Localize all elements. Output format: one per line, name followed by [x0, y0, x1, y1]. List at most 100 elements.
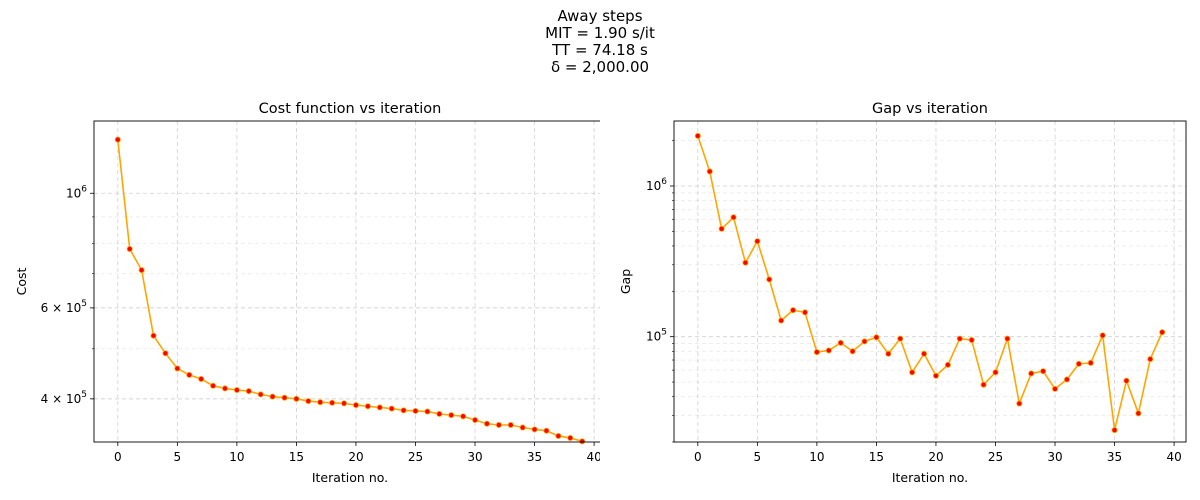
cost-x-tick-label: 30	[467, 450, 482, 464]
gap-x-tick-label: 35	[1107, 450, 1122, 464]
gap-x-tick-label: 25	[988, 450, 1003, 464]
cost-data-point	[150, 332, 157, 339]
cost-data-point	[138, 267, 145, 274]
gap-data-point	[980, 381, 987, 388]
gap-data-point	[1111, 427, 1118, 434]
cost-data-point	[424, 408, 431, 415]
cost-x-tick-label: 40	[586, 450, 600, 464]
cost-data-point	[281, 394, 288, 401]
cost-data-point	[257, 391, 264, 398]
gap-x-tick-label: 20	[928, 450, 943, 464]
cost-data-point	[293, 395, 300, 402]
gap-x-tick-label: 5	[754, 450, 762, 464]
cost-data-point	[114, 136, 121, 143]
cost-data-point	[543, 427, 550, 434]
cost-data-point	[329, 399, 336, 406]
gap-data-point	[1123, 377, 1130, 384]
gap-data-point	[1028, 370, 1035, 377]
cost-data-point	[495, 421, 502, 428]
cost-data-point	[174, 365, 181, 372]
gap-data-point	[944, 361, 951, 368]
cost-data-point	[448, 412, 455, 419]
cost-data-point	[210, 382, 217, 389]
cost-data-point	[352, 402, 359, 409]
gap-data-point	[718, 225, 725, 232]
cost-data-point	[555, 432, 562, 439]
cost-data-point	[412, 407, 419, 414]
gap-data-point	[778, 317, 785, 324]
gap-x-tick-label: 30	[1047, 450, 1062, 464]
gap-chart-title: Gap vs iteration	[872, 101, 988, 117]
cost-data-point	[245, 388, 252, 395]
gap-data-point	[801, 309, 808, 316]
cost-chart-title: Cost function vs iteration	[259, 101, 442, 117]
gap-data-point	[706, 168, 713, 175]
cost-data-point	[317, 399, 324, 406]
gap-x-tick-label: 40	[1166, 450, 1181, 464]
gap-data-point	[754, 238, 761, 245]
gap-data-point	[694, 132, 701, 139]
gap-data-point	[1135, 410, 1142, 417]
cost-data-point	[567, 434, 574, 441]
cost-data-point	[507, 421, 514, 428]
cost-series-line	[117, 139, 583, 443]
cost-data-point	[483, 420, 490, 427]
cost-x-tick-label: 5	[174, 450, 182, 464]
gap-plot-frame	[673, 120, 1187, 443]
gap-data-point	[897, 335, 904, 342]
gap-x-tick-label: 15	[869, 450, 884, 464]
suptitle-line-3: TT = 74.18 s	[552, 41, 648, 59]
gap-x-tick-label: 0	[694, 450, 702, 464]
gap-data-point	[932, 372, 939, 379]
cost-x-tick-label: 15	[289, 450, 304, 464]
gap-data-point	[1075, 360, 1082, 367]
cost-x-tick-label: 20	[348, 450, 363, 464]
gap-data-point	[956, 335, 963, 342]
cost-plot-frame	[93, 120, 600, 443]
cost-data-point	[400, 407, 407, 414]
gap-series-line	[697, 135, 1163, 431]
gap-data-point	[1099, 332, 1106, 339]
cost-y-tick-label: 6 × 105	[41, 299, 87, 315]
cost-data-point	[269, 393, 276, 400]
gap-data-point	[813, 349, 820, 356]
gap-data-point	[1147, 356, 1154, 363]
cost-chart: 106 6 × 105 4 × 105 0 5 10 15 20 25 30 35 40 Cost fu…	[14, 101, 600, 485]
cost-y-axis-label: Cost	[14, 268, 29, 296]
cost-x-tick-label: 35	[527, 450, 542, 464]
cost-x-tick-label: 0	[114, 450, 122, 464]
gap-data-point	[992, 369, 999, 376]
gap-x-axis-label: Iteration no.	[892, 470, 968, 485]
cost-data-point	[376, 404, 383, 411]
cost-data-point	[126, 246, 133, 253]
cost-x-tick-label: 25	[408, 450, 423, 464]
gap-data-point	[1052, 385, 1059, 392]
gap-data-point	[825, 347, 832, 354]
cost-data-point	[472, 416, 479, 423]
gap-data-point	[1040, 368, 1047, 375]
gap-data-point	[1016, 400, 1023, 407]
gap-y-axis-label: Gap	[618, 269, 633, 294]
cost-data-point	[305, 398, 312, 405]
cost-x-axis-label: Iteration no.	[312, 470, 388, 485]
cost-data-point	[388, 405, 395, 412]
gap-data-point	[742, 259, 749, 266]
cost-data-point	[460, 413, 467, 420]
gap-data-point	[1087, 359, 1094, 366]
gap-data-point	[849, 348, 856, 355]
gap-data-point	[921, 350, 928, 357]
cost-data-point	[519, 424, 526, 431]
cost-data-point	[221, 385, 228, 392]
suptitle-line-2: MIT = 1.90 s/it	[545, 24, 655, 42]
gap-data-point	[1063, 376, 1070, 383]
cost-x-tick-label: 10	[229, 450, 244, 464]
cost-data-point	[436, 410, 443, 417]
gap-data-point	[730, 214, 737, 221]
cost-data-point	[531, 426, 538, 433]
gap-y-tick-label: 105	[646, 328, 667, 344]
cost-data-point	[341, 400, 348, 407]
gap-data-point	[885, 350, 892, 357]
gap-chart: 106 105 0 5 10 15 20 25 30 35 40 Gap vs iteration It…	[618, 101, 1187, 485]
cost-data-point	[162, 350, 169, 357]
